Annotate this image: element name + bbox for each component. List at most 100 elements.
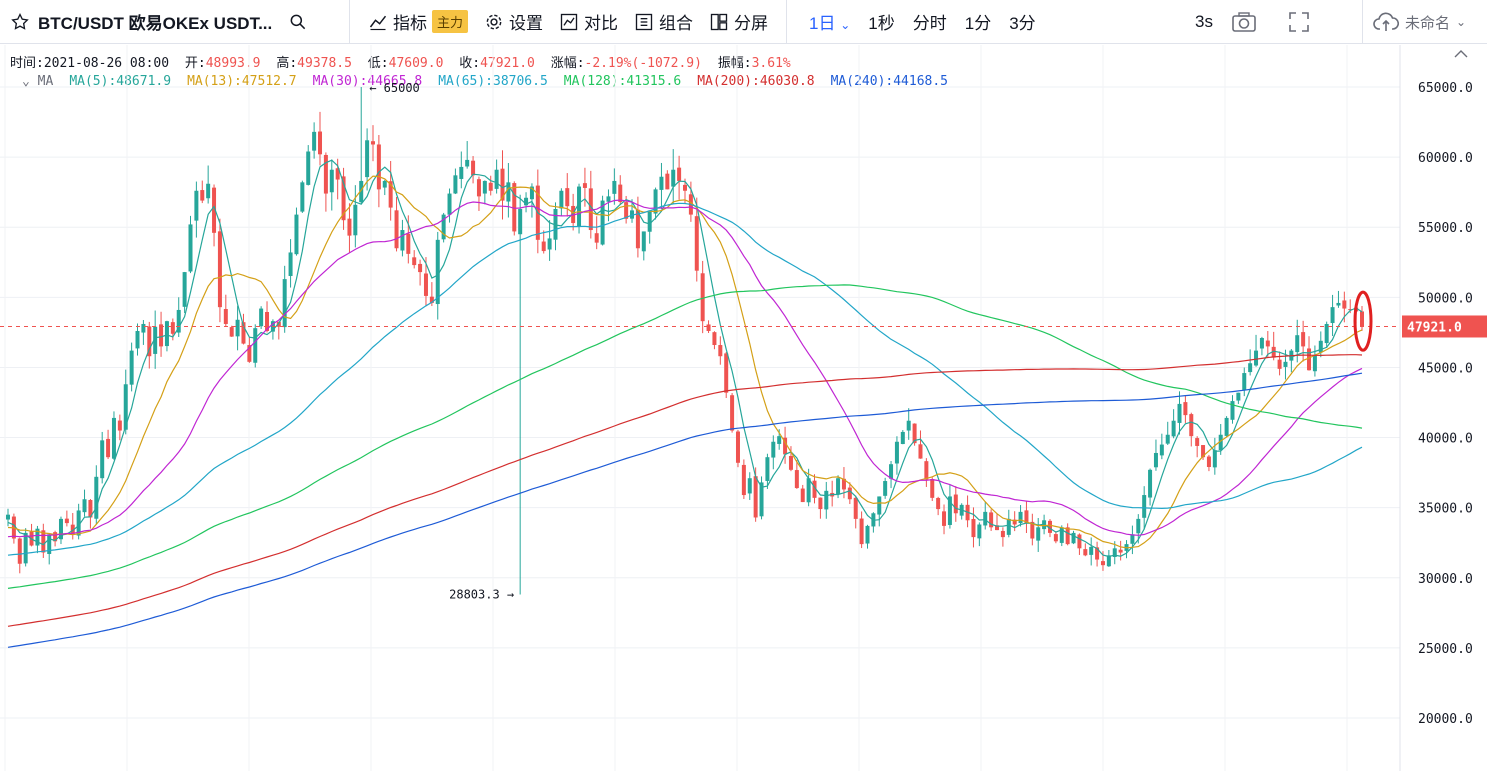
candle-body[interactable] (53, 532, 58, 542)
settings-button[interactable]: 设置 (476, 6, 551, 38)
candle-body[interactable] (229, 327, 234, 337)
candle-body[interactable] (718, 345, 723, 357)
candle-body[interactable] (741, 464, 746, 496)
symbol-section[interactable]: BTC/USDT 欧易OKEx USDT... (0, 0, 350, 44)
candle-body[interactable] (159, 324, 164, 347)
candle-body[interactable] (794, 470, 799, 489)
candle-body[interactable] (1318, 340, 1323, 353)
candle-body[interactable] (906, 420, 911, 431)
candle-body[interactable] (259, 308, 264, 327)
candle-body[interactable] (1342, 300, 1347, 309)
ma-legend-item[interactable]: MA(13):47512.7 (187, 74, 297, 89)
candlestick-chart[interactable]: 20000.0 25000.0 30000.0 35000.0 40000.0 45000… (0, 45, 1487, 771)
candle-body[interactable] (565, 188, 570, 207)
candle-body[interactable] (1360, 311, 1364, 327)
candle-body[interactable] (524, 197, 529, 206)
candle-body[interactable] (312, 131, 317, 151)
candle-body[interactable] (488, 182, 493, 191)
candle-body[interactable] (288, 252, 293, 277)
candle-body[interactable] (700, 273, 705, 322)
candle-body[interactable] (441, 214, 446, 240)
candle-body[interactable] (1259, 337, 1264, 349)
candle-body[interactable] (400, 230, 405, 251)
candle-body[interactable] (853, 497, 858, 519)
candle-body[interactable] (353, 204, 358, 236)
candle-body[interactable] (1112, 548, 1117, 558)
candle-body[interactable] (947, 496, 952, 525)
candle-body[interactable] (106, 438, 111, 458)
candle-body[interactable] (1006, 518, 1011, 535)
ma-legend-toggle[interactable]: ⌄ MA (22, 74, 54, 89)
candle-body[interactable] (1000, 530, 1005, 538)
candle-body[interactable] (1171, 420, 1176, 437)
candle-body[interactable] (1283, 361, 1288, 367)
candle-body[interactable] (788, 456, 793, 470)
candle-body[interactable] (712, 332, 717, 346)
candle-body[interactable] (482, 180, 487, 194)
candle-body[interactable] (476, 179, 481, 197)
candle-body[interactable] (135, 330, 140, 349)
candle-body[interactable] (989, 512, 994, 528)
candle-body[interactable] (1053, 534, 1058, 542)
candle-body[interactable] (447, 193, 452, 215)
candle-body[interactable] (376, 144, 381, 190)
camera-icon[interactable] (1231, 11, 1257, 33)
candle-body[interactable] (588, 188, 593, 231)
candle-body[interactable] (865, 525, 870, 544)
candle-body[interactable] (812, 480, 817, 498)
candle-body[interactable] (217, 231, 222, 308)
interval-timeshare[interactable]: 分时 (912, 14, 947, 33)
candle-body[interactable] (847, 487, 852, 500)
interval-1m[interactable]: 1分 (964, 14, 992, 33)
candle-body[interactable] (265, 311, 270, 331)
candle-body[interactable] (1118, 549, 1123, 553)
candle-body[interactable] (665, 173, 670, 190)
fullscreen-icon[interactable] (1287, 10, 1311, 34)
candle-body[interactable] (1230, 401, 1235, 420)
compare-button[interactable]: 对比 (551, 6, 626, 38)
candle-body[interactable] (1265, 340, 1270, 347)
candle-body[interactable] (1047, 520, 1052, 533)
candle-body[interactable] (1012, 519, 1017, 525)
candle-body[interactable] (936, 497, 941, 510)
candle-body[interactable] (494, 169, 499, 189)
candle-body[interactable] (1100, 561, 1105, 566)
candle-body[interactable] (1307, 348, 1312, 371)
candle-body[interactable] (529, 186, 534, 200)
candle-body[interactable] (883, 481, 888, 496)
candle-body[interactable] (518, 208, 523, 235)
ma-legend-item[interactable]: MA(30):44665.8 (312, 74, 423, 89)
candle-body[interactable] (1018, 511, 1023, 524)
candle-body[interactable] (1071, 532, 1076, 544)
candle-body[interactable] (512, 183, 517, 232)
candle-body[interactable] (164, 321, 169, 347)
candle-body[interactable] (653, 189, 658, 214)
candle-body[interactable] (841, 478, 846, 490)
candle-body[interactable] (1077, 534, 1082, 549)
candle-body[interactable] (82, 499, 87, 513)
candle-body[interactable] (1201, 445, 1206, 458)
chevron-up-icon[interactable] (1454, 50, 1468, 58)
candle-body[interactable] (117, 420, 122, 431)
candle-body[interactable] (153, 326, 158, 354)
candle-body[interactable] (365, 140, 370, 178)
interval-3m[interactable]: 3分 (1009, 14, 1036, 33)
ma-legend-item[interactable]: MA(5):48671.9 (69, 74, 172, 89)
candle-body[interactable] (253, 328, 258, 363)
candle-body[interactable] (329, 169, 334, 193)
layout-menu[interactable]: 未命名 ⌄ (1362, 0, 1487, 44)
candle-body[interactable] (506, 182, 511, 202)
candle-body[interactable] (1095, 547, 1100, 560)
candle-body[interactable] (1148, 469, 1153, 498)
candle-body[interactable] (824, 490, 829, 510)
candle-body[interactable] (182, 272, 187, 307)
candle-body[interactable] (1106, 555, 1111, 567)
candle-body[interactable] (206, 183, 211, 199)
candle-body[interactable] (241, 322, 246, 344)
candle-body[interactable] (930, 479, 935, 498)
candle-body[interactable] (1271, 346, 1276, 358)
ma-legend-item[interactable]: MA(240):44168.5 (830, 74, 949, 89)
candle-body[interactable] (659, 176, 664, 190)
candle-body[interactable] (406, 233, 411, 254)
ma-legend-item[interactable]: MA(200):46030.8 (697, 74, 815, 89)
